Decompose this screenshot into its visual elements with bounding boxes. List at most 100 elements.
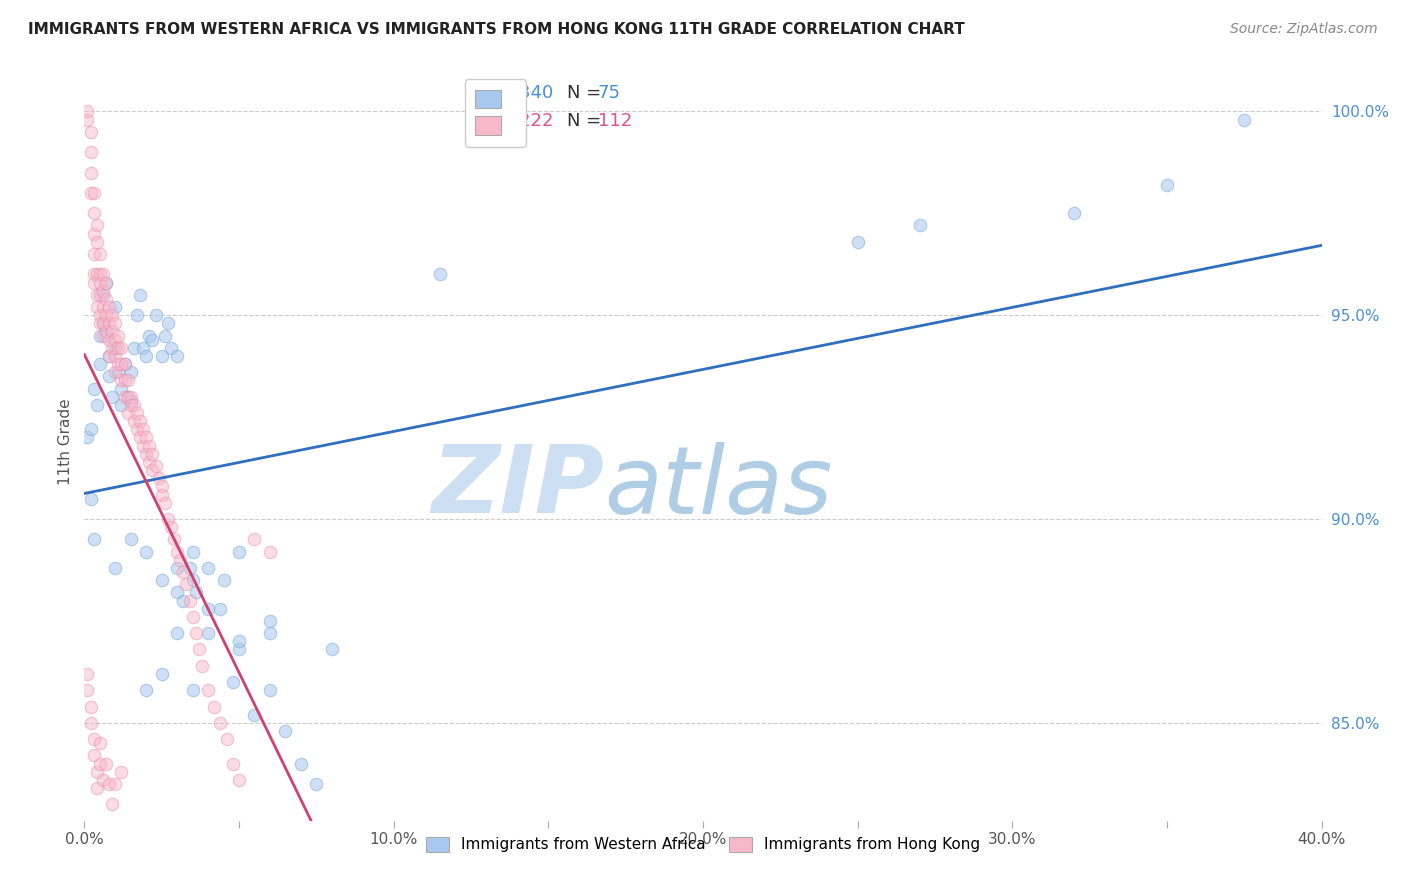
Point bbox=[79, 165, 101, 179]
Point bbox=[107, 328, 129, 343]
Point bbox=[94, 276, 117, 290]
Point bbox=[91, 268, 114, 282]
Point bbox=[259, 544, 281, 558]
Point bbox=[153, 496, 176, 510]
Point bbox=[117, 406, 139, 420]
Point bbox=[120, 365, 142, 379]
Point bbox=[117, 373, 139, 387]
Point bbox=[222, 675, 245, 690]
Point bbox=[169, 553, 191, 567]
Point bbox=[110, 382, 132, 396]
Point bbox=[166, 626, 188, 640]
Point bbox=[98, 333, 121, 347]
Point bbox=[166, 585, 188, 599]
Point bbox=[83, 227, 105, 241]
Point bbox=[150, 487, 173, 501]
Text: 112: 112 bbox=[598, 112, 633, 129]
Point bbox=[86, 235, 108, 249]
Point bbox=[209, 601, 232, 615]
Point bbox=[86, 780, 108, 795]
Point bbox=[89, 308, 111, 322]
Point bbox=[104, 365, 127, 379]
Point bbox=[132, 439, 155, 453]
Point bbox=[138, 455, 160, 469]
Point bbox=[94, 328, 117, 343]
Point bbox=[243, 707, 266, 722]
Point bbox=[86, 219, 108, 233]
Point bbox=[98, 300, 121, 314]
Point bbox=[83, 247, 105, 261]
Point bbox=[76, 666, 98, 681]
Point bbox=[114, 357, 136, 371]
Point bbox=[120, 398, 142, 412]
Point bbox=[76, 430, 98, 444]
Point bbox=[76, 112, 98, 127]
Point bbox=[91, 284, 114, 298]
Text: N =: N = bbox=[567, 84, 607, 102]
Point bbox=[89, 357, 111, 371]
Point bbox=[98, 316, 121, 330]
Point bbox=[107, 341, 129, 355]
Point bbox=[104, 777, 127, 791]
Text: 75: 75 bbox=[598, 84, 621, 102]
Point bbox=[209, 715, 232, 730]
Point bbox=[76, 104, 98, 119]
Point bbox=[98, 349, 121, 363]
Point bbox=[94, 276, 117, 290]
Point bbox=[156, 512, 179, 526]
Point bbox=[79, 145, 101, 160]
Point bbox=[104, 561, 127, 575]
Point bbox=[101, 341, 124, 355]
Point bbox=[104, 316, 127, 330]
Point bbox=[179, 561, 201, 575]
Point bbox=[122, 341, 145, 355]
Y-axis label: 11th Grade: 11th Grade bbox=[58, 398, 73, 485]
Point bbox=[107, 365, 129, 379]
Text: atlas: atlas bbox=[605, 442, 832, 533]
Point bbox=[141, 463, 163, 477]
Point bbox=[94, 325, 117, 339]
Legend: Immigrants from Western Africa, Immigrants from Hong Kong: Immigrants from Western Africa, Immigran… bbox=[420, 830, 986, 858]
Point bbox=[120, 390, 142, 404]
Point bbox=[110, 764, 132, 779]
Text: 0.222: 0.222 bbox=[502, 112, 554, 129]
Point bbox=[145, 458, 167, 473]
Point bbox=[110, 357, 132, 371]
Point bbox=[172, 593, 194, 607]
Point bbox=[114, 390, 136, 404]
Point bbox=[89, 316, 111, 330]
Point bbox=[202, 699, 225, 714]
Point bbox=[94, 292, 117, 306]
Point bbox=[104, 349, 127, 363]
Point bbox=[160, 520, 183, 534]
Point bbox=[141, 447, 163, 461]
Point bbox=[83, 732, 105, 747]
Point bbox=[150, 479, 173, 493]
Point bbox=[215, 732, 238, 747]
Point bbox=[212, 573, 235, 587]
Point bbox=[274, 723, 297, 738]
Point bbox=[79, 422, 101, 436]
Point bbox=[259, 683, 281, 698]
Text: 0.340: 0.340 bbox=[502, 84, 554, 102]
Point bbox=[83, 206, 105, 220]
Text: ZIP: ZIP bbox=[432, 441, 605, 533]
Point bbox=[101, 390, 124, 404]
Point bbox=[166, 544, 188, 558]
Point bbox=[222, 756, 245, 771]
Text: N =: N = bbox=[567, 112, 607, 129]
Point bbox=[197, 683, 219, 698]
Point bbox=[114, 357, 136, 371]
Point bbox=[83, 533, 105, 547]
Point bbox=[259, 614, 281, 628]
Point bbox=[129, 430, 152, 444]
Point bbox=[79, 186, 101, 200]
Point bbox=[181, 683, 204, 698]
Point bbox=[101, 797, 124, 812]
Point bbox=[197, 626, 219, 640]
Text: R =: R = bbox=[465, 112, 505, 129]
Point bbox=[125, 422, 148, 436]
Point bbox=[145, 308, 167, 322]
Point bbox=[1156, 178, 1178, 192]
Point bbox=[181, 610, 204, 624]
